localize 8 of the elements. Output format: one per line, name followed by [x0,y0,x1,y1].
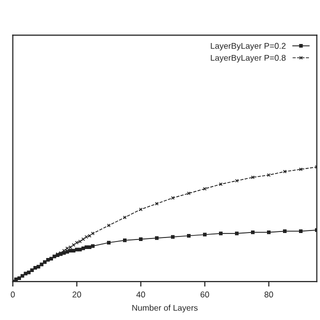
x-tick-label: 60 [200,292,210,298]
x-tick-label: 20 [72,292,82,298]
legend-label: LayerByLayer P=0.2 [210,42,286,50]
legend-label: LayerByLayer P=0.8 [210,54,286,62]
x-axis-title: Number of Layers [132,304,198,312]
x-tick-label: 40 [136,292,146,298]
x-tick-label: 80 [264,292,274,298]
x-tick-label: 0 [10,292,15,298]
